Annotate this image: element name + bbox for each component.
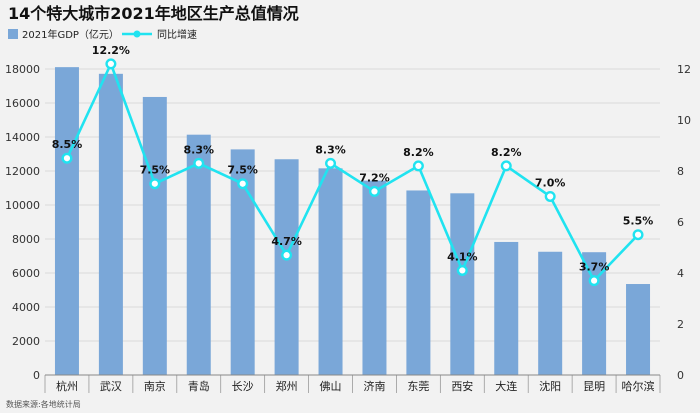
gdp-bar <box>450 193 475 375</box>
legend-line-marker <box>133 30 141 38</box>
growth-point <box>588 275 600 287</box>
gdp-bar <box>98 73 123 375</box>
gdp-bar <box>626 284 651 375</box>
growth-point <box>237 178 249 190</box>
growth-line <box>65 62 639 282</box>
growth-point <box>544 190 556 202</box>
growth-data-label: 7.0% <box>535 176 566 189</box>
growth-data-label: 7.5% <box>140 164 171 177</box>
x-tick-label: 南京 <box>144 379 166 393</box>
growth-data-label: 5.5% <box>623 215 654 228</box>
y-left-tick-label: 4000 <box>12 301 40 314</box>
y-right-tick-label: 0 <box>677 369 684 382</box>
x-tick-label: 东莞 <box>407 380 429 393</box>
growth-data-label: 4.7% <box>271 235 302 248</box>
gdp-bar <box>274 159 299 375</box>
bar-layer <box>54 67 651 375</box>
growth-data-label: 8.2% <box>403 146 434 159</box>
gdp-bar <box>54 67 79 375</box>
y-right-tick-label: 4 <box>677 267 684 280</box>
y-left-tick-label: 14000 <box>5 131 40 144</box>
x-tick-label: 昆明 <box>583 380 605 393</box>
growth-point <box>325 157 337 169</box>
growth-data-label: 3.7% <box>579 261 610 274</box>
axis-layer: 0 2000 4000 6000 8000 10000 12000 14000 16000 180… <box>5 63 691 393</box>
y-left-tick-label: 12000 <box>5 165 40 178</box>
x-tick-label: 济南 <box>363 379 385 393</box>
legend: 2021年GDP（亿元） 同比增速 <box>8 28 197 41</box>
legend-line-label: 同比增速 <box>157 28 197 41</box>
growth-point <box>149 178 161 190</box>
legend-bar-label: 2021年GDP（亿元） <box>22 28 119 41</box>
growth-point <box>281 249 293 261</box>
y-right-tick-label: 12 <box>677 63 691 76</box>
y-left-tick-label: 18000 <box>5 63 40 76</box>
gdp-bar <box>406 190 431 375</box>
growth-point <box>412 160 424 172</box>
y-left-tick-label: 0 <box>33 369 40 382</box>
gdp-bar <box>318 168 343 375</box>
label-layer: 8.5% 12.2% 7.5% 8.3% 7.5% 4.7% 8.3% 7.2% 8.2% 4.1… <box>52 44 654 274</box>
y-left-tick-label: 6000 <box>12 267 40 280</box>
growth-point <box>500 160 512 172</box>
y-left-tick-label: 16000 <box>5 97 40 110</box>
x-tick-label: 西安 <box>451 379 473 393</box>
x-tick-label: 青岛 <box>188 379 210 393</box>
growth-data-label: 8.5% <box>52 138 83 151</box>
y-left-tick-label: 2000 <box>12 335 40 348</box>
gdp-bar <box>362 180 387 375</box>
growth-data-label: 8.2% <box>491 146 522 159</box>
legend-bar-swatch <box>8 29 18 39</box>
growth-data-label: 8.3% <box>183 143 214 156</box>
growth-point <box>61 152 73 164</box>
gdp-bar <box>186 134 211 375</box>
y-right-tick-label: 10 <box>677 114 691 127</box>
growth-data-label: 7.2% <box>359 171 390 184</box>
line-layer <box>61 58 644 287</box>
growth-point <box>368 185 380 197</box>
y-left-tick-label: 8000 <box>12 233 40 246</box>
x-tick-label: 武汉 <box>100 380 122 393</box>
y-right-tick-label: 6 <box>677 216 684 229</box>
y-right-tick-label: 8 <box>677 165 684 178</box>
gdp-bar <box>538 251 563 375</box>
growth-point <box>105 58 117 70</box>
x-tick-label: 郑州 <box>276 379 298 393</box>
x-tick-label: 杭州 <box>56 379 78 393</box>
growth-point <box>193 157 205 169</box>
y-left-tick-label: 10000 <box>5 199 40 212</box>
growth-point <box>456 264 468 276</box>
x-tick-label: 大连 <box>495 379 517 393</box>
gdp-bar <box>494 241 519 375</box>
growth-data-label: 12.2% <box>92 44 130 57</box>
grid-layer <box>45 68 660 376</box>
growth-data-label: 7.5% <box>227 164 258 177</box>
x-tick-label: 佛山 <box>320 380 342 393</box>
growth-data-label: 4.1% <box>447 250 478 263</box>
y-right-tick-label: 2 <box>677 318 684 331</box>
growth-data-label: 8.3% <box>315 143 346 156</box>
source-note: 数据来源:各地统计局 <box>6 399 81 409</box>
chart-title: 14个特大城市2021年地区生产总值情况 <box>8 4 299 23</box>
x-tick-label: 沈阳 <box>539 379 561 393</box>
growth-point <box>632 229 644 241</box>
x-tick-label: 哈尔滨 <box>622 379 655 393</box>
gdp-bar <box>142 96 167 375</box>
x-tick-label: 长沙 <box>232 380 254 393</box>
